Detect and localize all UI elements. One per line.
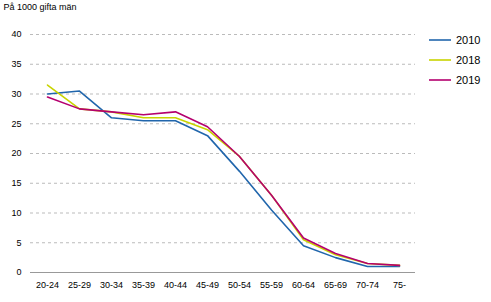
html-text:2019: 2019	[456, 74, 481, 86]
svg-text:70-74: 70-74	[356, 280, 379, 290]
svg-text:60-64: 60-64	[292, 280, 315, 290]
svg-text:20: 20	[11, 148, 21, 158]
svg-text:75-: 75-	[393, 280, 406, 290]
svg-text:40: 40	[11, 29, 21, 39]
html-text:2010: 2010	[456, 34, 481, 46]
svg-text:45-49: 45-49	[196, 280, 219, 290]
svg-text:35-39: 35-39	[132, 280, 155, 290]
svg-text:65-69: 65-69	[324, 280, 347, 290]
svg-text:30: 30	[11, 89, 21, 99]
svg-text:20-24: 20-24	[36, 280, 59, 290]
svg-text:35: 35	[11, 59, 21, 69]
svg-text:0: 0	[16, 267, 21, 277]
svg-text:På 1000 gifta män: På 1000 gifta män	[4, 2, 77, 12]
svg-text:10: 10	[11, 208, 21, 218]
svg-text:50-54: 50-54	[228, 280, 251, 290]
svg-text:5: 5	[16, 238, 21, 248]
svg-text:55-59: 55-59	[260, 280, 283, 290]
svg-text:25: 25	[11, 119, 21, 129]
html-text:2018: 2018	[456, 54, 481, 66]
svg-text:30-34: 30-34	[100, 280, 123, 290]
svg-text:25-29: 25-29	[68, 280, 91, 290]
svg-text:15: 15	[11, 178, 21, 188]
svg-text:40-44: 40-44	[164, 280, 187, 290]
